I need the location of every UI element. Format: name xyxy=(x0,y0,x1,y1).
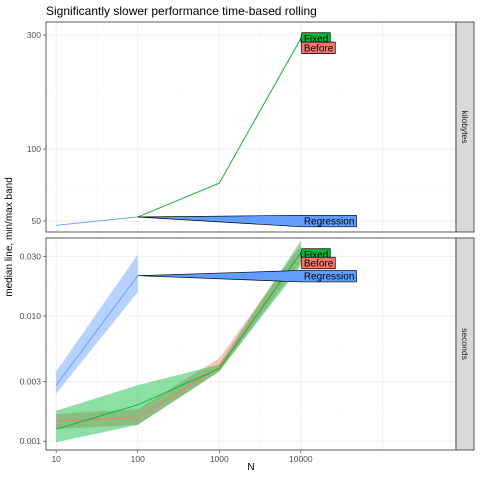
x-tick-label: 1000 xyxy=(210,454,229,464)
y-tick-label: 100 xyxy=(27,144,41,154)
direct-label-box-before xyxy=(300,252,336,270)
y-tick-label: 0.010 xyxy=(20,311,42,321)
strip-kilobytes xyxy=(455,21,475,233)
x-tick-label: 10000 xyxy=(289,454,313,464)
direct-label-before: Before xyxy=(304,259,334,270)
direct-label-box-before xyxy=(300,38,336,54)
panels: FixedBeforeRegression50100300kilobytesFi… xyxy=(20,21,475,451)
median-line-fixed xyxy=(56,252,302,430)
strip-seconds xyxy=(455,237,475,451)
chart-title: Significantly slower performance time-ba… xyxy=(46,4,317,18)
median-line-regression xyxy=(56,216,138,226)
y-tick-label: 300 xyxy=(27,30,41,40)
x-tick-label: 10 xyxy=(51,454,61,464)
x-tick-label: 100 xyxy=(131,454,145,464)
y-tick-label: 0.001 xyxy=(20,436,42,446)
direct-label-regression: Regression xyxy=(304,272,355,283)
median-line-fixed xyxy=(137,38,302,218)
direct-label-fixed: Fixed xyxy=(304,250,328,261)
strip-label: kilobytes xyxy=(460,110,470,143)
direct-label-regression: Regression xyxy=(304,217,355,228)
y-tick-label: 50 xyxy=(32,216,42,226)
y-tick-label: 0.030 xyxy=(20,251,42,261)
y-axis-label: median line, min/max band xyxy=(4,177,15,297)
band-fixed xyxy=(56,240,301,443)
x-axis: 10 100 1000 10000 xyxy=(51,450,313,464)
direct-label-before: Before xyxy=(304,43,334,54)
y-tick-label: 0.003 xyxy=(20,376,42,386)
direct-label-box-regression xyxy=(137,214,357,228)
direct-label-fixed: Fixed xyxy=(304,34,328,45)
x-axis-label: N xyxy=(247,462,254,473)
direct-label-box-regression xyxy=(137,270,357,283)
median-line-regression xyxy=(55,275,139,386)
band-regression xyxy=(56,254,138,394)
strip-label: seconds xyxy=(460,328,470,360)
